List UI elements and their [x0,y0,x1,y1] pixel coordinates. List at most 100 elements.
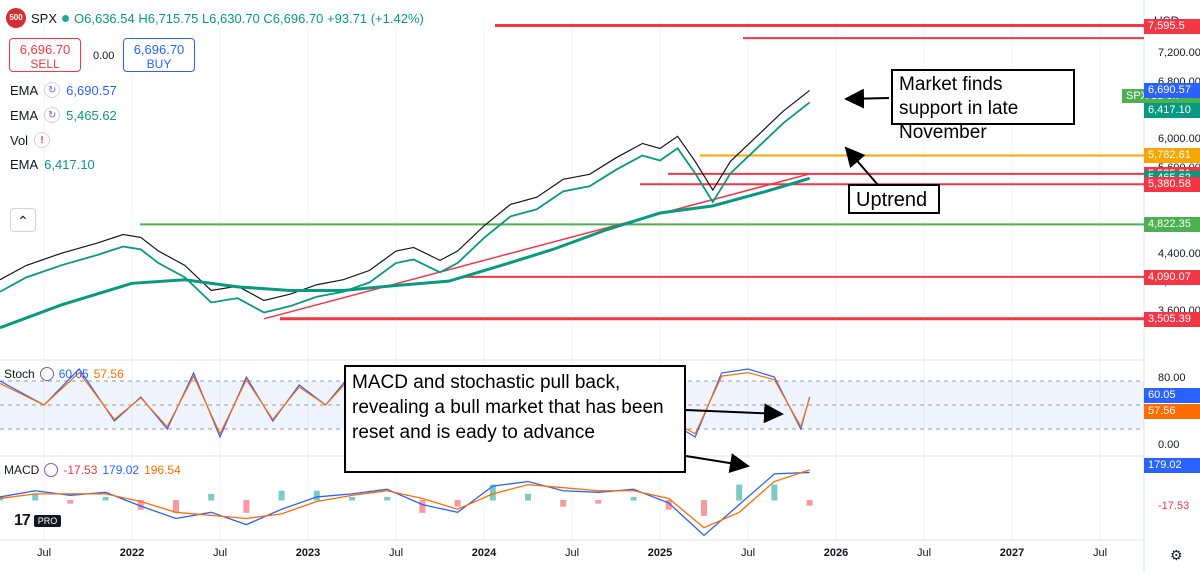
macd-histogram-bar [173,500,179,513]
macd-arrow [685,453,750,474]
indicator-name: EMA [10,82,39,98]
price-tag: 5,782.61 [1144,148,1200,164]
buy-label: BUY [146,57,172,71]
macd-histogram-bar [419,500,426,513]
collapse-indicators-button[interactable]: ⌃ [10,208,36,232]
y-tick-label: 7,200.00 [1158,46,1200,59]
x-tick-label: Jul [740,547,756,559]
index-badge: 500 [6,8,26,28]
macd-histogram-bar [701,500,707,516]
stoch-k-tag: 60.05 [1144,388,1200,403]
macd-histogram-bar [313,490,320,501]
indicator-ema-1[interactable]: EMA ↻ 6,690.57 [10,82,117,98]
price-tag: 7,595.5 [1144,18,1200,34]
annotation-arrows [685,88,890,474]
macd-name: MACD [4,463,40,477]
settings-icon[interactable] [44,463,59,477]
fast-ema-line [0,101,811,314]
price-tag: 4,822.35 [1144,217,1200,233]
x-tick-label: Jul [388,547,404,559]
macd-histogram-bar [525,493,531,501]
macd-histogram-bar [67,500,74,504]
price-tag: 4,090.07 [1144,269,1200,285]
market-open-icon [62,14,70,22]
macd-histogram-bar [595,500,602,504]
settings-icon[interactable] [39,367,54,381]
indicator-value: 6,417.10 [44,157,95,172]
indicator-volume[interactable]: Vol ! [10,132,51,148]
price-series [0,89,811,330]
macd-histogram-bar [771,484,778,501]
sell-price: 6,696.70 [19,42,71,57]
macd-hist-tick: -17.53 [1158,500,1190,512]
macd-histogram-bar [208,493,215,501]
x-tick-label: 2023 [295,547,321,559]
sell-button[interactable]: 6,696.70 SELL [9,38,81,72]
x-tick-label: Jul [212,547,228,559]
macd-signal: 196.54 [144,463,181,477]
x-tick-label: Jul [916,547,932,559]
ema-line [0,176,811,330]
macd-histogram-bar [384,496,391,501]
indicator-name: EMA [10,107,39,123]
macd-histogram-bar [489,484,496,501]
macd-histogram-bar [665,500,672,510]
x-tick-label: 2027 [999,547,1025,559]
stoch-k: 60.05 [58,367,89,381]
macd-histogram-bar [349,496,355,501]
price-tag: 5,380.58 [1144,177,1200,193]
symbol-header[interactable]: 500 SPX O6,636.54 H6,715.75 L6,630.70 C6… [6,8,424,28]
annotation-support: Market finds support in late November [891,69,1075,143]
macd-histogram-bar [630,496,637,501]
stoch-tick-80: 80.00 [1158,372,1186,384]
y-tick-label: 4,400.00 [1158,247,1200,260]
chevron-up-icon: ⌃ [17,213,29,229]
refresh-icon[interactable]: ↻ [44,107,61,123]
macd-value: 179.02 [102,463,140,477]
refresh-icon[interactable]: ↻ [44,82,61,98]
price-tag: 6,417.10 [1144,102,1200,118]
x-tick-label: 2024 [471,547,497,559]
warning-icon[interactable]: ! [34,132,51,148]
macd-histogram-bar [560,500,567,507]
stoch-arrow [685,403,784,424]
buy-button[interactable]: 6,696.70 BUY [123,38,195,72]
annotation-macd: MACD and stochastic pull back, revealing… [344,365,686,473]
macd-histogram-bar [736,484,743,501]
tv-logo-icon: 17 [14,512,31,529]
symbol-name[interactable]: SPX [31,10,58,26]
trend-line [263,173,810,320]
ohlc-values: O6,636.54 H6,715.75 L6,630.70 C6,696.70 … [74,10,424,26]
macd-label[interactable]: MACD -17.53 179.02 196.54 [4,463,181,477]
price-tag: 3,505.39 [1144,311,1200,327]
macd-histogram-bar [243,500,250,513]
macd-histogram-bar [137,500,144,510]
indicator-ema-3[interactable]: EMA 6,417.10 [10,157,95,172]
stoch-tick-0: 0.00 [1158,439,1180,451]
stoch-name: Stoch [4,367,35,381]
pro-badge: PRO [33,515,62,527]
stoch-d: 57.56 [93,367,124,381]
indicator-name: Vol [10,132,29,148]
indicator-ema-2[interactable]: EMA ↻ 5,465.62 [10,107,117,123]
signal-line [0,469,810,529]
stoch-label[interactable]: Stoch 60.05 57.56 [4,367,124,381]
price-line [0,89,810,302]
gear-icon[interactable]: ⚙ [1170,547,1183,563]
sell-label: SELL [30,57,60,71]
indicator-name: EMA [10,157,39,172]
stoch-d-tag: 57.56 [1144,404,1200,419]
macd-pane [0,469,813,537]
x-tick-label: 2025 [647,547,673,559]
tradingview-logo[interactable]: 17 PRO [14,512,62,530]
x-tick-label: Jul [1092,547,1108,559]
x-tick-label: 2022 [119,547,145,559]
indicator-value: 6,690.57 [66,82,117,98]
macd-line [0,471,810,537]
macd-hist: -17.53 [63,463,98,477]
macd-value-tag: 179.02 [1144,458,1200,473]
macd-histogram-bar [32,493,39,501]
x-tick-label: 2026 [823,547,849,559]
x-tick-label: Jul [564,547,580,559]
buy-price: 6,696.70 [133,42,185,57]
